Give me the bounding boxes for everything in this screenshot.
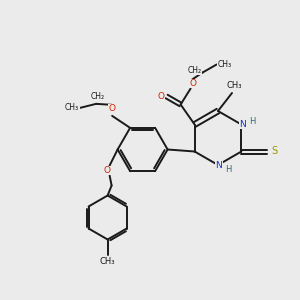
Text: O: O (109, 104, 116, 113)
Text: CH₃: CH₃ (226, 82, 242, 91)
Text: CH₂: CH₂ (91, 92, 105, 101)
Text: CH₃: CH₃ (65, 103, 79, 112)
Text: O: O (189, 79, 196, 88)
Text: N: N (216, 160, 222, 169)
Text: CH₂: CH₂ (188, 66, 202, 75)
Text: CH₃: CH₃ (218, 60, 232, 69)
Text: CH₃: CH₃ (100, 257, 116, 266)
Text: O: O (157, 92, 164, 101)
Text: O: O (103, 166, 110, 175)
Text: N: N (239, 120, 246, 129)
Text: H: H (225, 166, 231, 175)
Text: S: S (271, 146, 278, 157)
Text: H: H (249, 117, 256, 126)
